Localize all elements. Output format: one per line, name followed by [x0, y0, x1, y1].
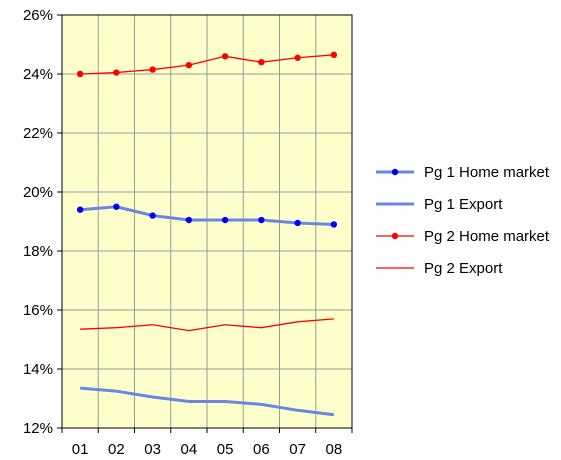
data-point [221, 216, 229, 224]
series-line [80, 386, 335, 417]
data-point [76, 70, 84, 78]
y-tick-label: 22% [23, 125, 53, 142]
x-tick-label: 04 [181, 441, 198, 458]
legend-swatch-marker [391, 168, 399, 176]
y-tick-label: 18% [23, 243, 53, 260]
series-line [80, 205, 334, 226]
data-point [185, 61, 193, 69]
series-layer [76, 51, 338, 417]
data-point [258, 216, 265, 224]
legend-item: Pg 1 Home market [376, 164, 550, 181]
x-tick-label: 02 [108, 441, 125, 458]
x-tick-label: 03 [144, 441, 161, 458]
data-point [113, 69, 120, 76]
y-tick-label: 16% [23, 302, 53, 319]
series-0 [76, 203, 338, 228]
axes: 12% 14% 16% 18% 20% 22% 24% 26% 01 02 03 04 05 06 07 08 [23, 7, 353, 458]
series-1 [80, 386, 335, 417]
data-point [294, 54, 301, 61]
data-point [185, 216, 193, 224]
y-tick-label: 24% [23, 66, 53, 83]
legend-label: Pg 1 Home market [424, 164, 550, 181]
legend: Pg 1 Home market Pg 1 Export Pg 2 Home mar… [376, 164, 550, 277]
data-point [113, 203, 120, 210]
x-tick-label: 07 [289, 441, 306, 458]
series-2 [76, 51, 338, 78]
y-tick-label: 26% [23, 7, 53, 24]
legend-item: Pg 2 Export [376, 260, 503, 277]
data-point [149, 212, 156, 219]
legend-label: Pg 2 Home market [424, 228, 550, 245]
y-tick-label: 20% [23, 184, 53, 201]
data-point [149, 66, 156, 73]
legend-label: Pg 2 Export [424, 260, 503, 277]
data-point [330, 51, 338, 59]
legend-label: Pg 1 Export [424, 196, 503, 213]
legend-item: Pg 2 Home market [376, 228, 550, 245]
data-point [221, 53, 229, 60]
data-point [76, 206, 84, 213]
series-line [80, 54, 334, 75]
x-tick-label: 06 [253, 441, 270, 458]
legend-swatch-marker [391, 232, 399, 240]
y-tick-label: 12% [23, 420, 53, 437]
x-tick-label: 01 [72, 441, 89, 458]
series-line [80, 318, 334, 332]
y-tick-label: 14% [23, 361, 53, 378]
x-tick-label: 08 [326, 441, 343, 458]
legend-item: Pg 1 Export [376, 196, 503, 213]
x-tick-label: 05 [217, 441, 234, 458]
data-point [330, 221, 338, 228]
data-point [294, 219, 301, 227]
series-3 [80, 318, 334, 332]
data-point [258, 59, 265, 66]
